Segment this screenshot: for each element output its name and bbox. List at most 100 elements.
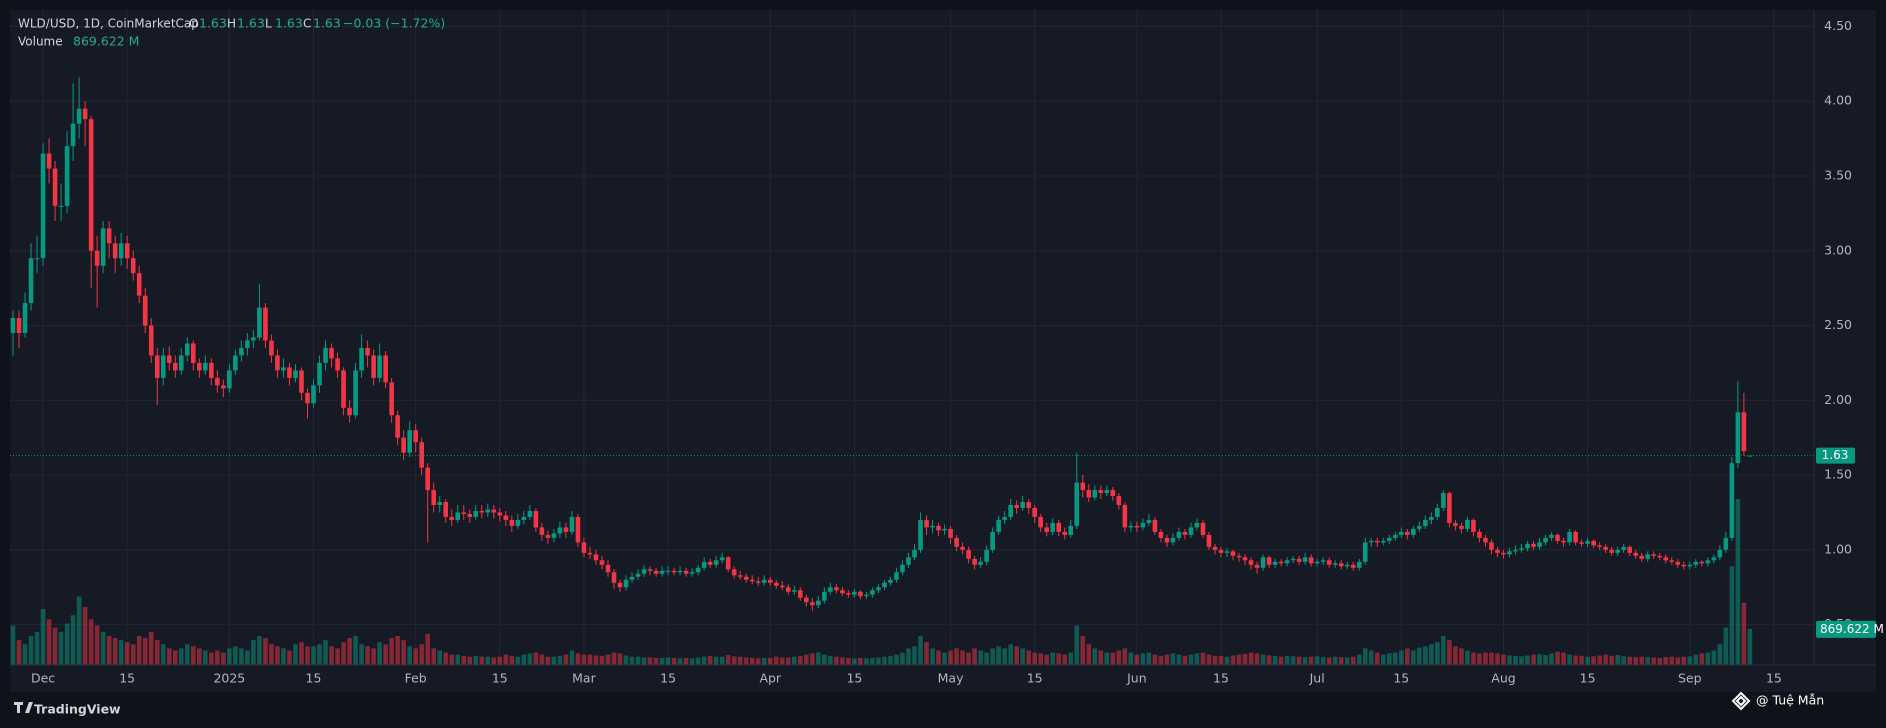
volume-bar	[695, 657, 701, 665]
candle-body	[461, 512, 467, 514]
volume-bar	[870, 657, 875, 665]
volume-bar	[1693, 654, 1699, 665]
candle-body	[1326, 560, 1332, 565]
candle-body	[966, 549, 971, 559]
volume-bar	[545, 656, 551, 665]
candle-body	[431, 490, 436, 505]
volume-layer	[10, 499, 1753, 665]
candle-body	[166, 355, 172, 363]
x-tick-label: 15	[660, 671, 676, 686]
candle-body	[191, 343, 196, 363]
volume-bar	[359, 644, 364, 665]
x-tick-label: 15	[1027, 671, 1043, 686]
volume-bar	[1495, 653, 1500, 665]
price-tag	[1816, 447, 1855, 464]
volume-bar	[1591, 656, 1596, 665]
volume-bar	[1681, 656, 1687, 665]
candle-body	[1741, 412, 1747, 452]
volume-bar	[160, 644, 166, 665]
candle-body	[828, 587, 833, 592]
volume-bar	[431, 648, 436, 665]
volume-bar	[1044, 654, 1050, 665]
candle-body	[725, 557, 731, 570]
volume-bar	[341, 642, 346, 665]
volume-bar	[1399, 650, 1404, 665]
candle-body	[178, 355, 184, 371]
candle-body	[22, 303, 28, 334]
candle-body	[34, 258, 40, 260]
volume-bar	[1525, 655, 1530, 665]
candle-body	[1477, 531, 1482, 538]
candle-body	[846, 593, 851, 595]
candle-body	[1585, 540, 1590, 544]
candle-body	[118, 243, 124, 259]
volume-bar	[203, 650, 208, 665]
candle-body	[106, 228, 112, 244]
volume-bar	[1158, 655, 1164, 665]
candle-body	[1296, 558, 1302, 562]
candle-body	[509, 519, 515, 526]
volume-bar	[1573, 655, 1578, 665]
candle-body	[954, 537, 959, 547]
volume-bar	[233, 646, 238, 665]
volume-bar	[1350, 656, 1356, 665]
candle-body	[142, 295, 148, 326]
candle-body	[888, 579, 893, 583]
volume-bar	[124, 642, 130, 665]
volume-bar	[876, 657, 881, 665]
volume-bar	[1741, 602, 1747, 665]
candle-body	[978, 561, 983, 565]
volume-bar	[221, 652, 226, 665]
volume-bar	[1405, 648, 1410, 665]
volume-bar	[930, 648, 935, 665]
volume-bar	[1122, 648, 1128, 665]
candle-body	[100, 228, 106, 266]
volume-bar	[731, 656, 737, 665]
volume-bar	[1651, 657, 1657, 665]
volume-bar	[882, 656, 887, 665]
volume-bar	[52, 627, 58, 665]
volume-bar	[1050, 652, 1056, 665]
volume-bar	[918, 635, 923, 665]
candle-body	[713, 560, 719, 565]
candle-body	[407, 430, 412, 453]
candle-body	[761, 579, 767, 583]
tradingview-logo	[14, 702, 33, 713]
volume-bar	[1194, 653, 1200, 665]
x-tick-label: 15	[1213, 671, 1229, 686]
candle-body	[1014, 504, 1019, 508]
volume-bar	[257, 635, 262, 665]
candle-body	[882, 582, 887, 588]
candle-body	[311, 385, 316, 404]
candle-body	[76, 108, 82, 124]
volume-bar	[1254, 653, 1260, 665]
candle-body	[611, 572, 617, 583]
candle-body	[1074, 482, 1080, 526]
candle-body	[1597, 545, 1602, 547]
volume-bar	[942, 652, 947, 665]
candle-body	[491, 509, 497, 513]
volume-bar	[1687, 656, 1693, 665]
candle-body	[455, 512, 461, 520]
candle-body	[1549, 534, 1554, 538]
candle-body	[1507, 551, 1512, 555]
candle-body	[1116, 496, 1122, 505]
candle-body	[401, 437, 406, 453]
volume-bar	[846, 657, 851, 665]
volume-bar	[1014, 646, 1019, 665]
candle-body	[671, 570, 677, 573]
volume-bar	[1278, 656, 1284, 665]
candle-body	[473, 510, 479, 517]
candle-body	[341, 370, 346, 408]
volume-bar	[996, 646, 1001, 665]
volume-bar	[804, 654, 809, 665]
candle-body	[1621, 546, 1626, 550]
volume-bar	[1188, 654, 1194, 665]
volume-bar	[28, 635, 34, 665]
volume-bar	[401, 640, 406, 665]
candle-body	[1122, 504, 1128, 528]
volume-bar	[281, 648, 286, 665]
candle-body	[1002, 516, 1007, 520]
candle-body	[1459, 525, 1464, 529]
candle-body	[1266, 557, 1272, 565]
